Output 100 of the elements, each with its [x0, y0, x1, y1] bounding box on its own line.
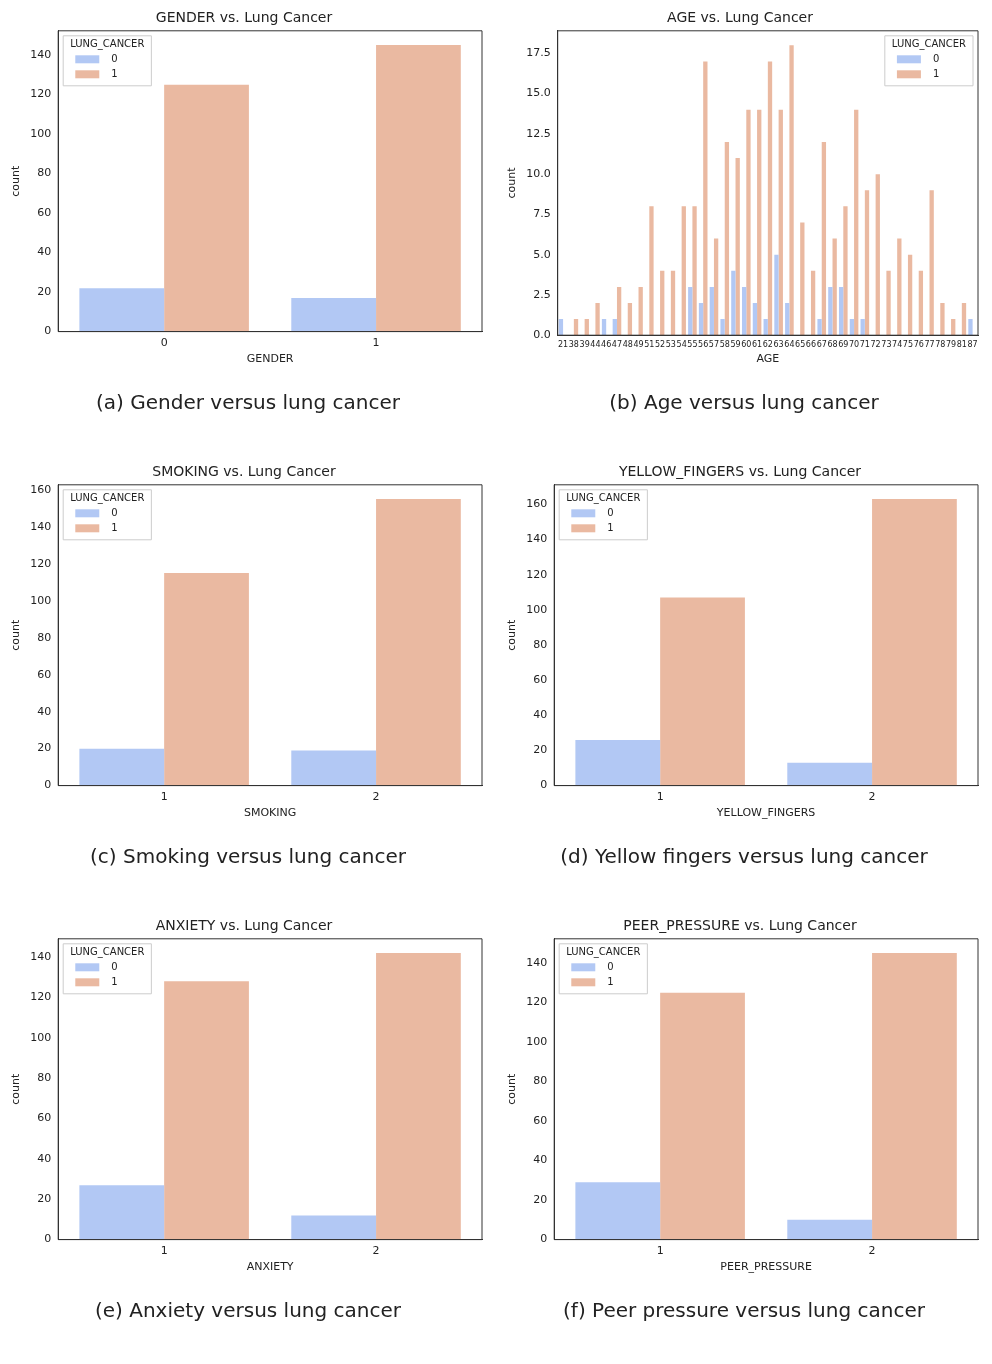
x-axis-title: PEER_PRESSURE: [720, 1260, 812, 1274]
y-tick-label: 80: [37, 1071, 52, 1085]
bar: [688, 286, 693, 336]
text: (c) Smoking versus lung cancer: [89, 844, 407, 868]
y-tick-label: 160: [30, 482, 52, 496]
text: (a) Gender versus lung cancer: [95, 390, 401, 414]
chart-title: SMOKING vs. Lung Cancer: [152, 463, 336, 480]
bar: [741, 286, 747, 336]
y-axis-title: count: [9, 1073, 23, 1105]
y-tick-label: 160: [526, 497, 548, 511]
bar: [860, 319, 865, 336]
x-tick-label: 56: [698, 340, 709, 350]
y-tick-label: 100: [526, 1034, 548, 1048]
x-tick-label: 62: [762, 340, 773, 350]
bar: [164, 84, 249, 332]
x-tick-label: 59: [730, 340, 741, 350]
legend-label: 1: [607, 975, 614, 987]
x-tick-label: 46: [601, 340, 612, 350]
bar: [595, 302, 600, 336]
y-tick-label: 80: [37, 166, 52, 180]
y-tick-label: 40: [533, 708, 548, 722]
x-tick-label: 48: [622, 340, 633, 350]
y-tick-label: 140: [30, 519, 52, 533]
bar: [291, 1215, 377, 1240]
chart-title: YELLOW_FINGERS vs. Lung Cancer: [617, 463, 862, 480]
legend-label: 1: [111, 521, 118, 533]
bar: [291, 750, 377, 786]
x-tick-label: 1: [656, 790, 664, 804]
bar: [575, 739, 661, 786]
x-tick-label: 87: [967, 340, 978, 350]
y-tick-label: 120: [30, 990, 52, 1004]
y-tick-label: 40: [37, 704, 52, 718]
x-tick-label: 68: [827, 340, 838, 350]
text: (f) Peer pressure versus lung cancer: [562, 1298, 926, 1322]
y-axis-title: count: [9, 165, 23, 197]
x-axis-title: SMOKING: [243, 806, 297, 820]
legend-label: 1: [932, 67, 940, 79]
legend-label: 0: [932, 52, 940, 64]
bar: [832, 238, 837, 336]
bar: [854, 109, 859, 336]
bar: [584, 319, 589, 336]
text: (e) Anxiety versus lung cancer: [94, 1298, 402, 1322]
bar: [703, 61, 708, 336]
y-tick-label: 120: [526, 567, 548, 581]
x-tick-label: 2: [868, 1244, 876, 1258]
x-tick-label: 21: [557, 340, 569, 350]
bar: [627, 302, 633, 336]
legend-title: LUNG_CANCER: [70, 946, 145, 959]
y-tick-label: 140: [526, 532, 548, 546]
y-axis-title: count: [505, 166, 519, 199]
bar: [612, 319, 617, 336]
legend-label: 0: [111, 960, 118, 972]
y-tick-label: 120: [30, 556, 52, 570]
bar: [789, 45, 794, 336]
text: (b) Age versus lung cancer: [608, 390, 880, 414]
x-tick-label: 65: [795, 340, 806, 350]
y-tick-label: 40: [37, 245, 52, 259]
x-tick-label: 78: [935, 340, 946, 350]
bar: [785, 302, 790, 336]
y-tick-label: 100: [30, 126, 52, 140]
x-tick-label: 58: [719, 340, 730, 350]
legend-title: LUNG_CANCER: [891, 38, 967, 51]
x-tick-label: 72: [870, 340, 881, 350]
x-tick-label: 76: [913, 340, 924, 350]
y-tick-label: 40: [37, 1151, 52, 1165]
bar: [886, 270, 891, 336]
bar: [79, 1185, 165, 1240]
bar: [787, 1219, 873, 1240]
y-tick-label: 140: [30, 47, 52, 61]
legend-label: 0: [607, 960, 614, 972]
y-tick-label: 0: [540, 778, 548, 792]
x-tick-label: 1: [160, 1244, 168, 1258]
legend-title: LUNG_CANCER: [566, 946, 641, 959]
y-tick-label: 15.0: [526, 86, 551, 100]
x-tick-label: 2: [372, 790, 380, 804]
bar: [164, 573, 249, 786]
legend-label: 1: [111, 975, 118, 987]
x-tick-label: 64: [784, 340, 795, 350]
bar: [638, 286, 643, 336]
y-tick-label: 120: [30, 87, 52, 101]
x-axis-title: AGE: [756, 352, 780, 366]
x-tick-label: 39: [579, 340, 590, 350]
text: (d) Yellow fingers versus lung cancer: [559, 844, 929, 868]
bar: [79, 288, 165, 332]
y-tick-label: 5.0: [533, 247, 551, 261]
x-tick-label: 51: [644, 340, 655, 350]
x-tick-label: 67: [816, 340, 827, 350]
x-tick-label: 2: [372, 1244, 380, 1258]
bar: [376, 953, 461, 1240]
y-tick-label: 100: [30, 593, 52, 607]
y-tick-label: 20: [37, 284, 52, 298]
x-tick-label: 54: [676, 340, 687, 350]
y-tick-label: 60: [37, 667, 52, 681]
x-tick-label: 1: [656, 1244, 664, 1258]
bar: [164, 981, 249, 1240]
x-tick-label: 79: [945, 340, 957, 350]
x-tick-label: 74: [892, 340, 903, 350]
y-tick-label: 20: [533, 1192, 548, 1206]
bar: [746, 109, 751, 336]
x-tick-label: 38: [568, 340, 579, 350]
